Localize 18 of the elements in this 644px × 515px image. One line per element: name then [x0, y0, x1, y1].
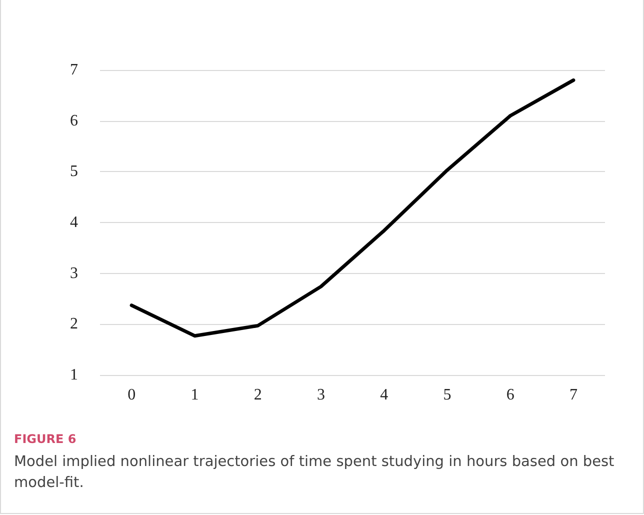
x-tick-label: 4: [380, 386, 388, 404]
y-tick-label: 5: [70, 163, 78, 180]
x-tick-label: 2: [254, 386, 262, 404]
y-tick-label: 4: [70, 214, 78, 231]
caption: FIGURE 6: [14, 432, 76, 446]
y-tick-label: 1: [70, 366, 78, 384]
x-tick-label: 5: [443, 386, 452, 404]
x-tick-label: 1: [190, 386, 199, 404]
y-tick-label: 7: [70, 62, 78, 78]
line-series: [130, 78, 576, 338]
y-tick-label: 2: [70, 316, 78, 333]
x-tick-label: 7: [569, 386, 578, 404]
x-tick-label: 3: [316, 386, 325, 404]
text: Model implied nonlinear trajectories of time spent studying in hours based on best model-fit.: [14, 453, 616, 493]
y-tick-label: 3: [70, 264, 78, 282]
x-tick-label: 0: [128, 386, 136, 404]
y-tick-label: 6: [70, 112, 78, 130]
x-tick-label: 6: [506, 386, 514, 404]
